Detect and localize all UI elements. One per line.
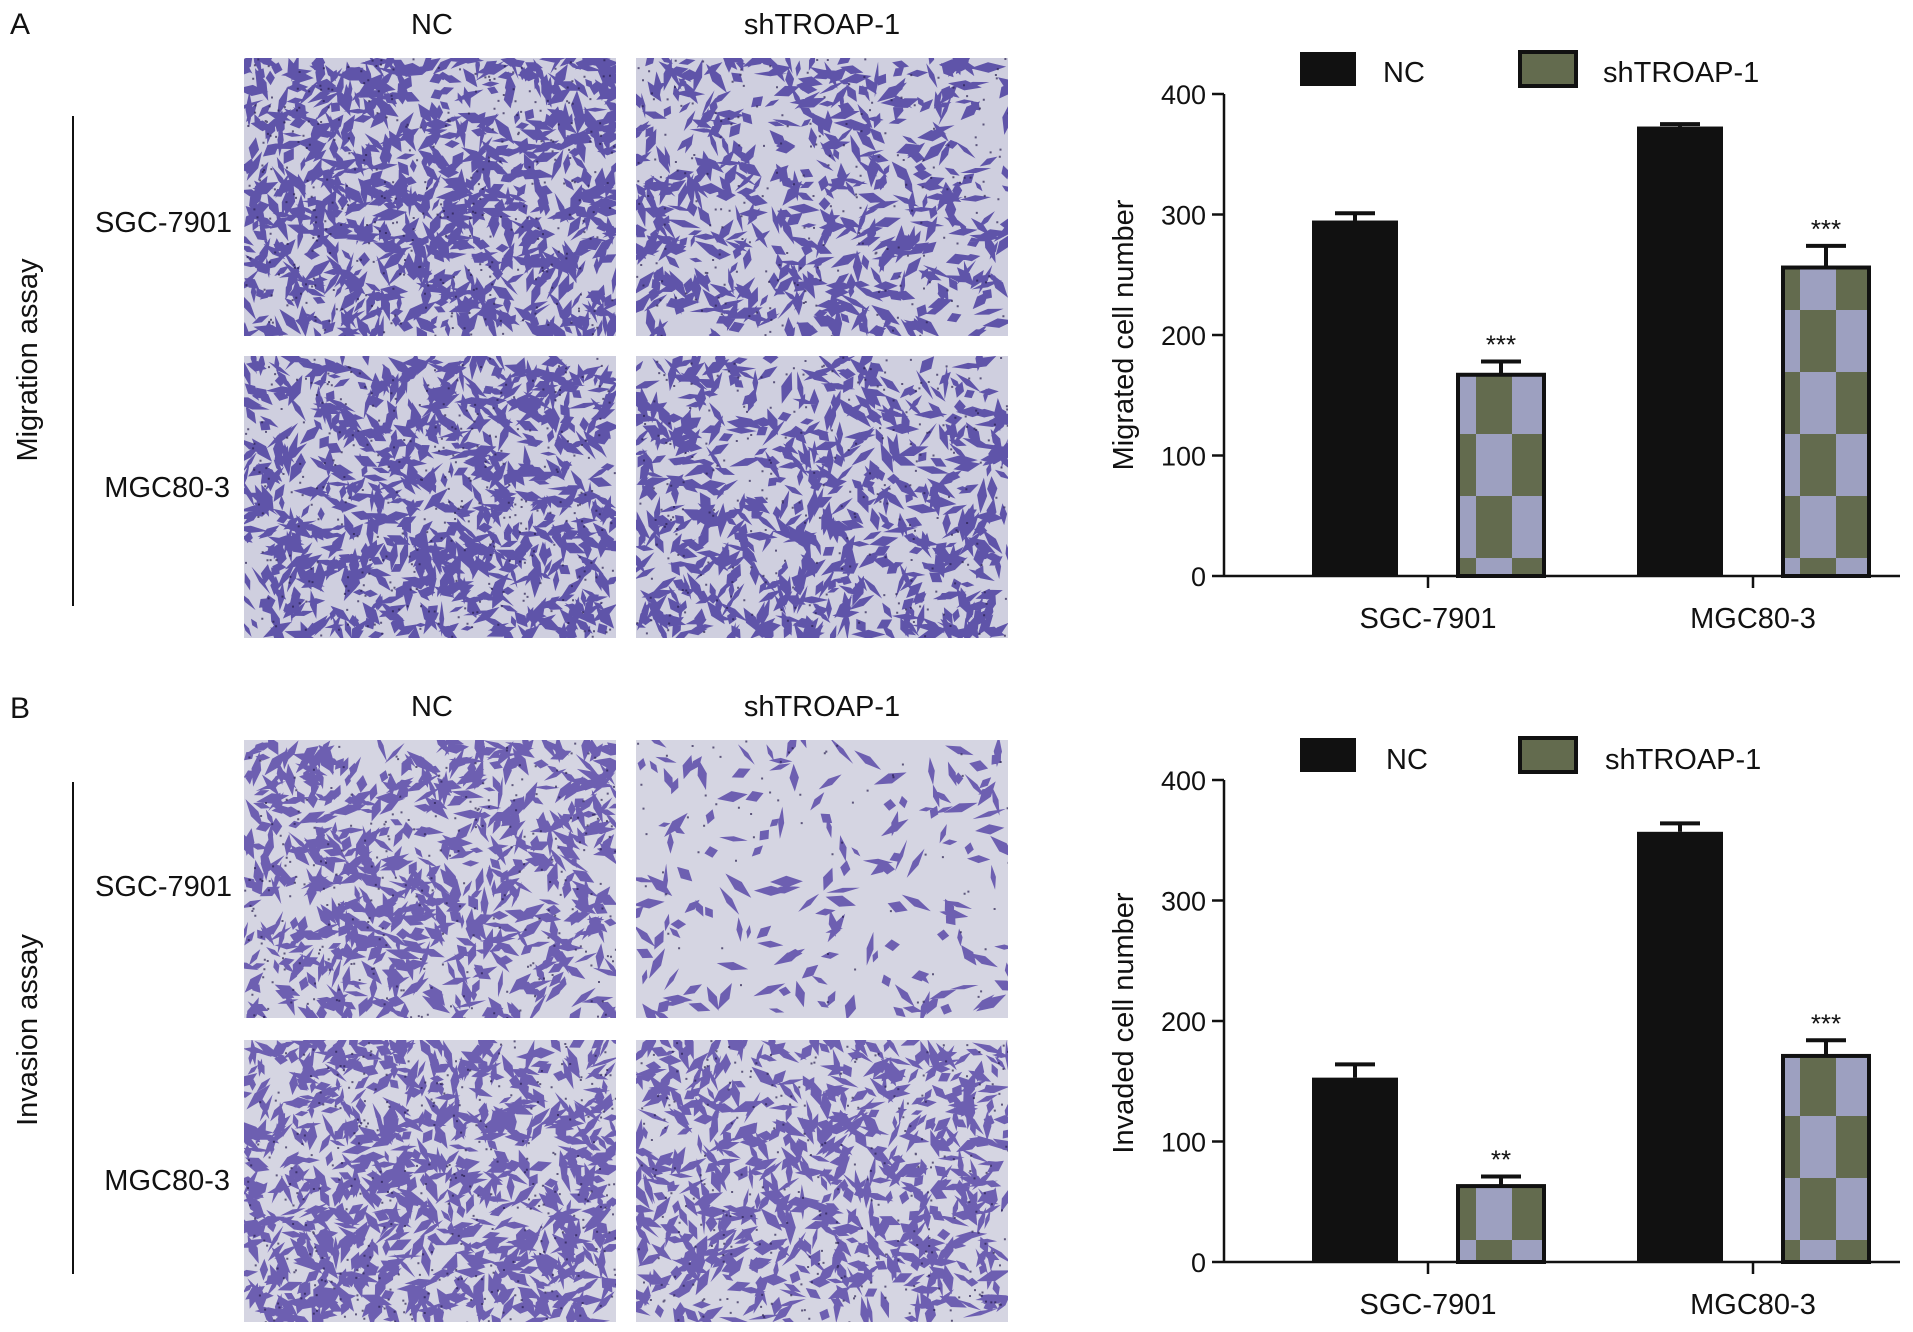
y-tick-label: 200 [1161, 321, 1206, 351]
side-label-migration: Migration assay [12, 258, 44, 462]
y-tick-label: 0 [1191, 562, 1206, 592]
panel-letter-a: A [10, 8, 30, 41]
panel-a-micrographs: A NC shTROAP-1 Migration assay SGC-7901 … [10, 8, 1008, 638]
migration-bar-chart: 0 100 200 300 400 Migrated cell number SGC-790… [1108, 50, 1900, 635]
row-label-mgc-b: MGC80-3 [104, 1165, 230, 1197]
row-label-sgc-b: SGC-7901 [95, 871, 232, 903]
bar-shtroap-1-sgc-7901 [1456, 372, 1546, 579]
y-axis-title: Invaded cell number [1108, 892, 1140, 1153]
y-tick-label: 100 [1161, 442, 1206, 472]
col-label-sh-a: shTROAP-1 [744, 9, 900, 41]
micrograph-cells [636, 1040, 1008, 1322]
significance-marker: *** [1811, 214, 1841, 244]
panel-b-micrographs: B NC shTROAP-1 Invasion assay SGC-7901 M… [10, 691, 1008, 1322]
col-label-nc-a: NC [411, 9, 453, 41]
x-tick-label: MGC80-3 [1690, 1289, 1816, 1321]
micrograph-b-sh-sgc [636, 740, 1008, 1018]
bar-shtroap-1-mgc80-3 [1781, 1053, 1871, 1264]
legend-label: NC [1383, 57, 1425, 89]
invasion-bar-chart: 0 100 200 300 400 Invaded cell number SGC-7901… [1108, 736, 1900, 1321]
legend-label: shTROAP-1 [1603, 57, 1759, 89]
panel-letter-b: B [10, 692, 30, 725]
x-tick-label: MGC80-3 [1690, 603, 1816, 635]
x-tick-label: SGC-7901 [1359, 1289, 1496, 1321]
micrograph-cells [636, 356, 1008, 638]
legend-swatch-shtroap-1 [1518, 50, 1578, 88]
y-tick-label: 400 [1161, 766, 1206, 796]
x-tick-label: SGC-7901 [1359, 603, 1496, 635]
legend-swatch-shtroap-1 [1518, 736, 1578, 774]
bar-nc-sgc-7901 [1312, 220, 1398, 576]
legend-swatch-nc [1300, 738, 1356, 772]
bar-nc-sgc-7901 [1312, 1077, 1398, 1262]
y-tick-label: 300 [1161, 201, 1206, 231]
side-label-invasion: Invasion assay [12, 934, 44, 1126]
micrograph-cells [636, 58, 1008, 336]
y-tick-label: 200 [1161, 1007, 1206, 1037]
legend-label: NC [1386, 744, 1428, 776]
bar-nc-mgc80-3 [1637, 126, 1723, 576]
y-axis-title: Migrated cell number [1108, 199, 1140, 470]
micrograph-cells [244, 1040, 616, 1322]
row-label-sgc-a: SGC-7901 [95, 207, 232, 239]
micrograph-cells [636, 740, 1008, 1018]
y-tick-label: 300 [1161, 887, 1206, 917]
significance-marker: *** [1486, 330, 1516, 360]
micrograph-cells [244, 356, 616, 638]
legend-swatch-nc [1300, 52, 1356, 86]
bar-shtroap-1-mgc80-3 [1781, 265, 1871, 578]
significance-marker: *** [1811, 1008, 1841, 1038]
y-tick-label: 100 [1161, 1128, 1206, 1158]
row-label-mgc-a: MGC80-3 [104, 472, 230, 504]
y-tick-label: 0 [1191, 1248, 1206, 1278]
y-tick-label: 400 [1161, 80, 1206, 110]
col-label-sh-b: shTROAP-1 [744, 691, 900, 723]
legend-label: shTROAP-1 [1605, 744, 1761, 776]
bar-shtroap-1-sgc-7901 [1456, 1184, 1546, 1264]
micrograph-cells [244, 740, 616, 1018]
bar-nc-mgc80-3 [1637, 831, 1723, 1262]
significance-marker: ** [1491, 1144, 1511, 1174]
col-label-nc-b: NC [411, 691, 453, 723]
micrograph-cells [244, 58, 616, 336]
